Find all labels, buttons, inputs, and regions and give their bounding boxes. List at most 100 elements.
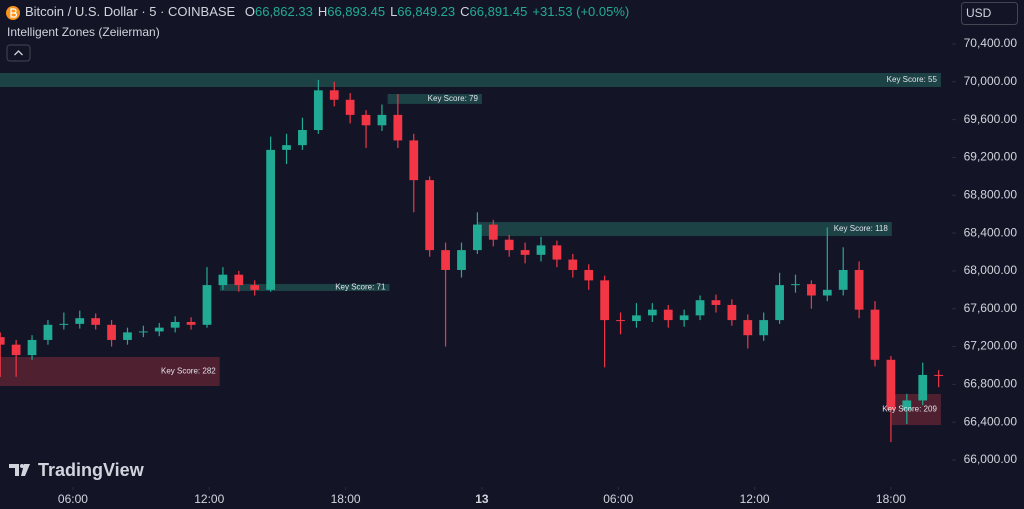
candle-body xyxy=(345,99,355,115)
candle-body xyxy=(170,321,180,328)
zone xyxy=(0,356,220,386)
candle-body xyxy=(504,239,514,251)
ohlc-key: L xyxy=(390,4,397,19)
candle-body xyxy=(282,145,291,150)
candle-body xyxy=(520,250,530,255)
y-tick-label: 69,600.00 xyxy=(964,112,1018,126)
collapse-icon xyxy=(14,50,23,56)
candle-body xyxy=(107,324,116,340)
candle-body xyxy=(218,274,228,286)
ohlc-key: H xyxy=(318,4,327,19)
zone xyxy=(219,283,390,291)
candle-body xyxy=(679,315,689,321)
candle-body xyxy=(75,318,85,324)
candle-body xyxy=(329,90,339,100)
x-tick-label: 06:00 xyxy=(603,492,633,506)
ohlc-value: 66,893.45 xyxy=(327,4,385,19)
zone xyxy=(477,222,892,237)
price-pane: Key Score: 55 Key Score: 79 Key Score: 71 K… xyxy=(0,73,944,443)
logo-icon-dot xyxy=(20,464,24,468)
zone xyxy=(0,73,941,87)
candle-body xyxy=(902,400,912,410)
x-tick-label: 06:00 xyxy=(58,492,88,506)
zone-label: Key Score: 71 xyxy=(335,283,386,292)
candle-body xyxy=(807,284,816,296)
candle-body xyxy=(552,245,562,260)
candle-body xyxy=(409,140,419,181)
candle-body xyxy=(11,344,21,356)
candle-body xyxy=(822,289,832,296)
ohlc-value: 66,862.33 xyxy=(255,4,313,19)
candle-body xyxy=(441,250,450,270)
collapse-button[interactable] xyxy=(6,44,31,62)
symbol: Bitcoin / U.S. Dollar · 5 · COINBASE xyxy=(25,4,236,19)
candle-body xyxy=(377,114,387,126)
candle-body xyxy=(298,130,307,146)
candle-body xyxy=(791,284,800,286)
candle-body xyxy=(775,285,784,321)
x-tick-label: 18:00 xyxy=(876,492,906,506)
candle-body xyxy=(727,304,737,321)
header: Bitcoin / U.S. Dollar · 5 · COINBASE O66… xyxy=(25,4,629,19)
zone-label: Key Score: 55 xyxy=(887,75,938,84)
candle-body xyxy=(616,320,625,322)
candle-body xyxy=(425,180,435,251)
candle-body xyxy=(536,245,546,255)
zone-label: Key Score: 118 xyxy=(834,224,889,233)
candle-body xyxy=(743,320,753,336)
y-tick-label: 66,800.00 xyxy=(964,377,1018,391)
y-tick-label: 70,400.00 xyxy=(964,36,1018,50)
y-tick-label: 70,000.00 xyxy=(964,74,1018,88)
zone xyxy=(387,93,482,104)
candle-body xyxy=(59,323,69,325)
zone-label: Key Score: 79 xyxy=(428,94,479,103)
candle-body xyxy=(313,90,323,131)
candle-body xyxy=(695,300,705,316)
candle-body xyxy=(934,374,944,376)
candle-body xyxy=(600,280,610,321)
y-tick-label: 66,000.00 xyxy=(964,452,1018,466)
candle-body xyxy=(361,114,371,126)
candle-body xyxy=(918,374,928,401)
candle-body xyxy=(202,285,212,325)
candle-body xyxy=(393,114,403,141)
logo-icon xyxy=(9,464,30,476)
x-tick-label: 18:00 xyxy=(331,492,361,506)
coin-icon-glyph xyxy=(10,8,18,18)
candle-body xyxy=(250,285,260,290)
change: +31.53 (+0.05%) xyxy=(532,4,629,19)
x-tick-label: 12:00 xyxy=(740,492,770,506)
ohlc-value: 66,891.45 xyxy=(470,4,528,19)
candle-body xyxy=(27,339,37,356)
currency: USD xyxy=(966,6,992,20)
candle-body xyxy=(186,321,196,325)
candle-body xyxy=(154,327,164,332)
y-tick-label: 67,600.00 xyxy=(964,301,1018,315)
y-tick-label: 68,800.00 xyxy=(964,187,1018,201)
indicator-name[interactable]: Intelligent Zones (Zeiierman) xyxy=(7,25,160,39)
candle-body xyxy=(0,337,5,345)
currency-box[interactable] xyxy=(961,2,1018,25)
candle-body xyxy=(886,359,896,410)
zone xyxy=(891,394,941,426)
candle-body xyxy=(838,269,848,290)
candle-body xyxy=(43,324,53,340)
x-tick-label: 12:00 xyxy=(194,492,224,506)
candle-body xyxy=(632,315,641,322)
candle-body xyxy=(91,318,101,325)
candle-body xyxy=(139,331,148,333)
x-tick-label: 13 xyxy=(475,492,489,506)
logo: TradingView xyxy=(38,460,145,480)
candle-body xyxy=(123,332,132,340)
candle-body xyxy=(854,269,864,310)
candle-body xyxy=(457,250,466,270)
candle-body xyxy=(234,274,244,286)
candle-body xyxy=(663,309,673,321)
candle-body xyxy=(870,309,880,360)
axes: 70,400.00 70,000.00 69,600.00 69,200.00 68,8… xyxy=(58,36,1017,506)
candle-body xyxy=(266,149,275,290)
candle-body xyxy=(711,300,721,305)
y-tick-label: 69,200.00 xyxy=(964,150,1018,164)
zone-label: Key Score: 282 xyxy=(161,367,216,376)
